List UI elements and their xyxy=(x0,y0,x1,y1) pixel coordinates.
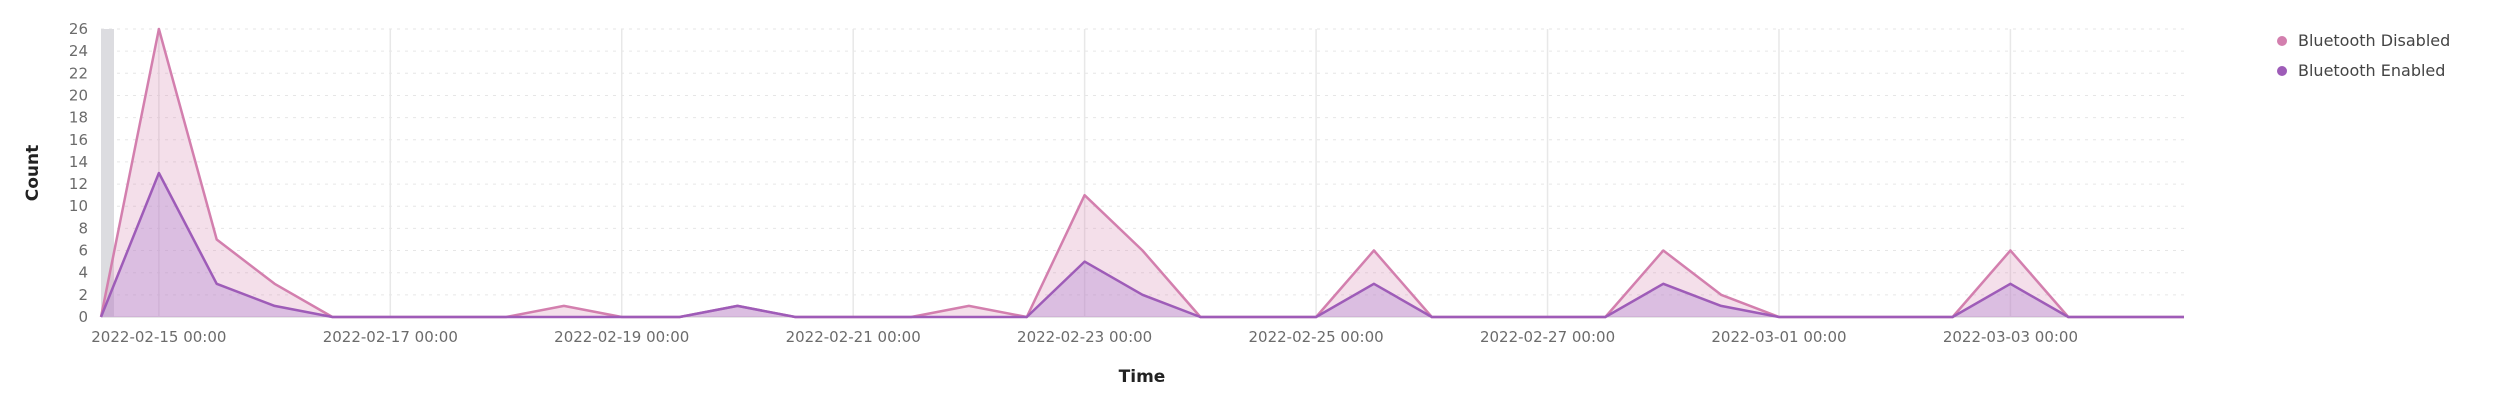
y-tick-label: 24 xyxy=(69,42,88,60)
x-tick-label: 2022-02-17 00:00 xyxy=(323,328,458,346)
legend-marker-bluetooth-enabled xyxy=(2277,66,2287,76)
y-tick-label: 4 xyxy=(78,264,88,282)
selection-handle[interactable] xyxy=(101,29,114,317)
x-tick-label: 2022-02-23 00:00 xyxy=(1017,328,1152,346)
line-bluetooth-enabled xyxy=(99,171,2184,319)
y-axis-title: Count xyxy=(23,145,43,202)
y-tick-label: 2 xyxy=(78,286,88,304)
y-tick-label: 18 xyxy=(69,109,88,127)
x-tick-label: 2022-03-01 00:00 xyxy=(1711,328,1846,346)
x-axis-title: Time xyxy=(1119,367,1166,387)
x-tick-labels: 2022-02-15 00:00 2022-02-17 00:00 2022-02-… xyxy=(91,328,2078,346)
series-areas xyxy=(99,27,2184,319)
x-tick-label: 2022-02-27 00:00 xyxy=(1480,328,1615,346)
legend-item-bluetooth-enabled[interactable]: Bluetooth Enabled xyxy=(2277,61,2445,80)
legend-label-bluetooth-disabled: Bluetooth Disabled xyxy=(2298,31,2450,50)
x-tick-label: 2022-02-25 00:00 xyxy=(1248,328,1383,346)
x-tick-label: 2022-02-15 00:00 xyxy=(91,328,226,346)
y-tick-label: 6 xyxy=(78,242,88,260)
x-tick-label: 2022-03-03 00:00 xyxy=(1943,328,2078,346)
y-tick-label: 26 xyxy=(69,20,88,38)
area-bluetooth-disabled xyxy=(101,29,2184,317)
legend-label-bluetooth-enabled: Bluetooth Enabled xyxy=(2298,61,2445,80)
y-tick-label: 10 xyxy=(69,197,88,215)
x-tick-label: 2022-02-19 00:00 xyxy=(554,328,689,346)
y-tick-label: 14 xyxy=(69,153,88,171)
legend-marker-bluetooth-disabled xyxy=(2277,36,2287,46)
legend: Bluetooth Disabled Bluetooth Enabled xyxy=(2277,31,2450,80)
legend-item-bluetooth-disabled[interactable]: Bluetooth Disabled xyxy=(2277,31,2450,50)
x-tick-label: 2022-02-21 00:00 xyxy=(786,328,921,346)
y-tick-label: 22 xyxy=(69,64,88,82)
y-tick-label: 12 xyxy=(69,175,88,193)
y-tick-label: 0 xyxy=(78,308,88,326)
y-tick-label: 16 xyxy=(69,131,88,149)
y-tick-label: 8 xyxy=(78,219,88,237)
y-tick-label: 20 xyxy=(69,86,88,104)
